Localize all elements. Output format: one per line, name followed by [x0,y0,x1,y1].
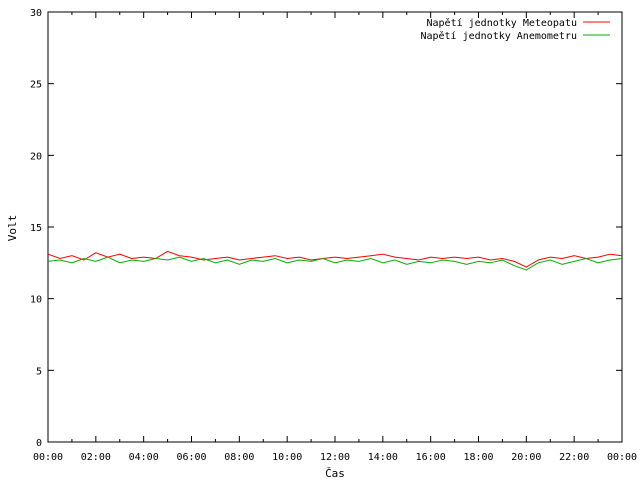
y-tick-label: 10 [30,295,42,306]
y-tick-label: 15 [30,223,42,234]
x-tick-label: 06:00 [176,452,206,463]
y-tick-label: 30 [30,8,42,19]
series-layer [47,250,623,271]
x-tick-label: 00:00 [607,452,637,463]
x-tick-label: 00:00 [33,452,63,463]
series-line-anemometr [47,256,623,271]
x-tick-label: 20:00 [511,452,541,463]
x-axis-title: Čas [325,467,345,480]
x-tick-label: 10:00 [272,452,302,463]
y-tick-label: 25 [30,80,42,91]
y-axis-title: Volt [6,215,19,242]
y-tick-label: 5 [36,366,42,377]
plot-frame [47,11,623,443]
x-tick-label: 12:00 [320,452,350,463]
legend-label: Napětí jednotky Meteopatu [426,17,577,29]
legend-label: Napětí jednotky Anemometru [420,30,577,42]
x-tick-label: 18:00 [463,452,493,463]
x-axis-ticks: 00:00 02:00 04:00 06:00 08:00 10:00 12:00 14:00… [33,12,637,463]
x-tick-label: 02:00 [81,452,111,463]
x-tick-label: 04:00 [129,452,159,463]
x-tick-label: 22:00 [559,452,589,463]
x-tick-label: 14:00 [368,452,398,463]
y-tick-label: 20 [30,151,42,162]
y-axis-ticks: 0 5 10 15 20 25 30 [30,8,622,449]
x-tick-label: 16:00 [416,452,446,463]
series-line-meteopat [47,250,623,268]
y-tick-label: 0 [36,438,42,449]
x-tick-label: 08:00 [224,452,254,463]
